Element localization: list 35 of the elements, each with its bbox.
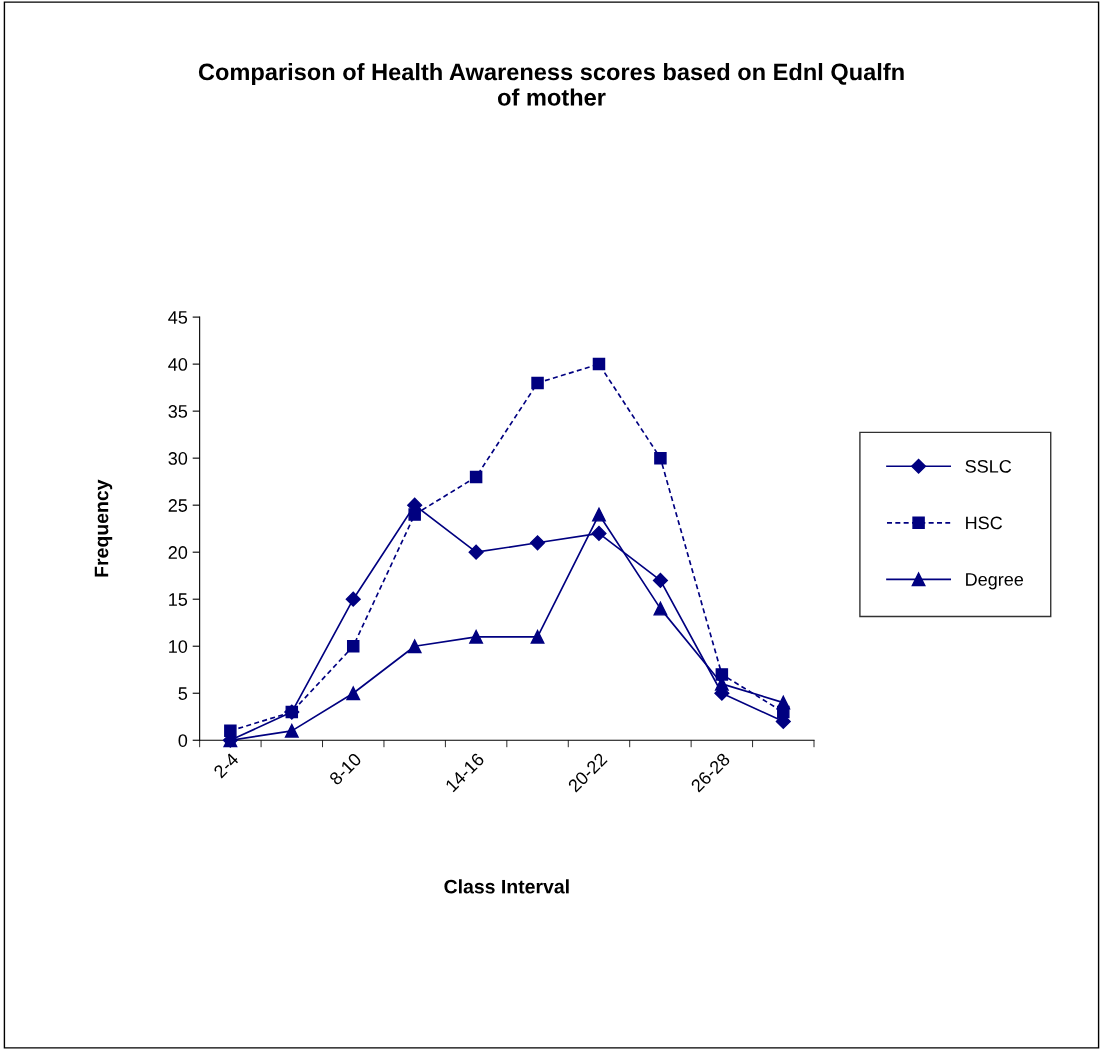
point bbox=[407, 639, 422, 654]
y-tick-label: 15 bbox=[169, 593, 188, 606]
y-tick-label: 5 bbox=[178, 687, 188, 700]
point bbox=[592, 357, 606, 371]
point bbox=[346, 639, 360, 653]
y-tick-label: 10 bbox=[169, 640, 188, 653]
chart-title: Comparison of Health Awareness scores based on Ednl Qualfn of mother bbox=[198, 63, 904, 106]
legend-label: Degree bbox=[966, 573, 1024, 590]
point bbox=[654, 451, 667, 465]
y-tick-label: 35 bbox=[168, 405, 188, 418]
y-axis-title: Frequency bbox=[94, 479, 113, 577]
y-tick-label: 30 bbox=[168, 452, 188, 465]
y-tick-label: 40 bbox=[168, 358, 188, 371]
point bbox=[776, 695, 791, 710]
point bbox=[468, 544, 484, 560]
y-tick-label: 0 bbox=[178, 734, 188, 747]
point bbox=[592, 507, 606, 522]
point bbox=[529, 535, 546, 551]
point bbox=[530, 629, 545, 644]
point bbox=[284, 723, 299, 738]
x-tick-label: 2-4 bbox=[212, 752, 240, 779]
point bbox=[346, 686, 361, 701]
point bbox=[469, 470, 483, 484]
point bbox=[469, 629, 484, 644]
point bbox=[591, 525, 607, 541]
point bbox=[345, 591, 361, 607]
x-axis-title: Class Interval bbox=[444, 879, 569, 894]
legend-label: HSC bbox=[966, 516, 1003, 530]
legend-label: SSLC bbox=[965, 459, 1012, 473]
y-tick-label: 25 bbox=[168, 499, 188, 512]
point bbox=[531, 376, 544, 390]
point bbox=[652, 572, 668, 588]
point bbox=[653, 601, 668, 616]
y-tick-label: 20 bbox=[168, 546, 188, 559]
y-tick-label: 45 bbox=[168, 311, 188, 324]
